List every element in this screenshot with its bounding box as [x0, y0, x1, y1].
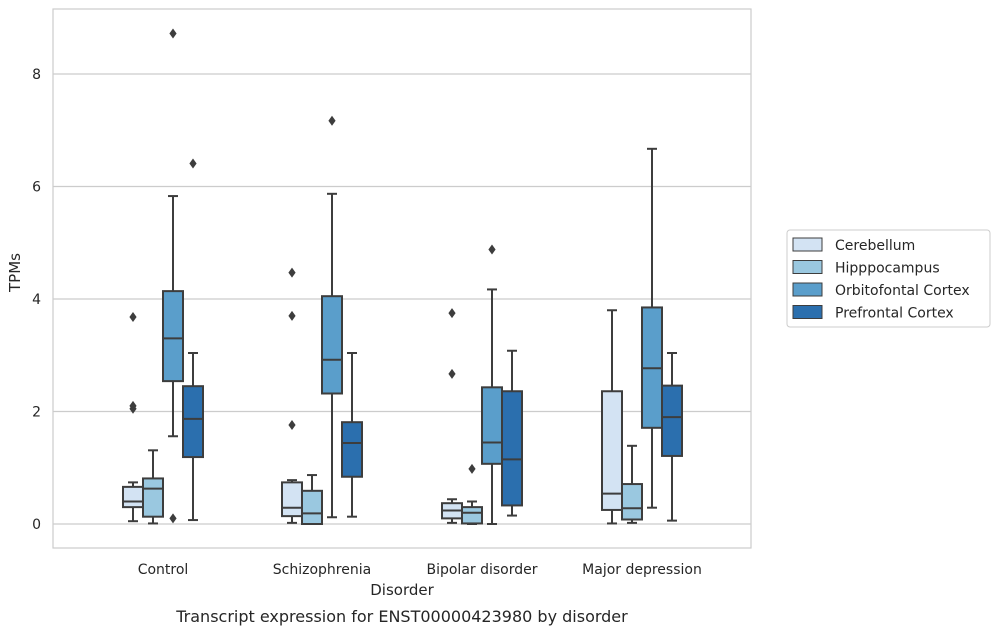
gridlines — [53, 73, 751, 525]
box-iqr — [162, 290, 184, 383]
box-hipppocampus — [301, 474, 323, 525]
y-tick-label: 4 — [32, 292, 41, 308]
outlier-marker — [448, 308, 456, 319]
outlier-marker — [129, 312, 137, 322]
outlier-marker — [169, 28, 177, 39]
outlier-marker — [328, 115, 336, 126]
legend-label: Orbitofontal Cortex — [835, 283, 970, 299]
box-iqr — [461, 506, 483, 525]
box-iqr — [621, 483, 643, 521]
x-tick-label: Control — [138, 562, 189, 578]
x-tick-label: Schizophrenia — [273, 562, 371, 578]
outlier-marker — [288, 420, 296, 430]
y-tick-label: 8 — [32, 67, 41, 83]
box-iqr — [601, 390, 623, 511]
plot-frame — [52, 8, 752, 549]
outlier-marker — [129, 400, 137, 411]
box-orbitofontal-cortex — [162, 28, 184, 524]
box-iqr — [321, 295, 343, 395]
outlier-marker — [189, 158, 197, 169]
box-prefrontal-cortex — [341, 352, 363, 518]
legend-swatch — [792, 237, 823, 252]
x-axis-label: Disorder — [370, 581, 434, 599]
box-iqr — [122, 485, 144, 509]
outlier-marker — [288, 267, 296, 278]
legend-label: Prefrontal Cortex — [835, 306, 954, 322]
box-iqr — [661, 384, 683, 457]
box-iqr — [281, 481, 303, 518]
y-tick-label: 2 — [32, 405, 41, 421]
outlier-marker — [488, 244, 496, 255]
legend-swatch — [792, 260, 823, 274]
legend-label: Hipppocampus — [835, 261, 940, 277]
legend-swatch — [792, 282, 823, 297]
box-iqr — [481, 386, 503, 465]
outlier-marker — [468, 463, 476, 474]
box-hipppocampus — [621, 444, 643, 524]
box-cerebellum — [122, 312, 144, 523]
legend: Cerebellum Hipppocampus Orbitofontal Corte… — [786, 229, 991, 328]
box-iqr — [301, 489, 323, 525]
legend-swatch — [792, 305, 823, 319]
box-iqr — [142, 477, 164, 518]
box-cerebellum — [601, 309, 623, 525]
legend-frame — [786, 229, 991, 328]
outlier-marker — [448, 368, 456, 379]
box-prefrontal-cortex — [501, 349, 523, 517]
box-iqr — [341, 421, 363, 478]
outlier-marker — [169, 513, 177, 524]
y-axis-label: TPMs — [6, 253, 24, 293]
box-hipppocampus — [461, 463, 483, 525]
x-tick-labels: Control Schizophrenia Bipolar disorder Majo… — [138, 562, 702, 578]
y-tick-labels: 0 2 4 6 8 — [32, 67, 41, 533]
box-cerebellum — [441, 308, 463, 524]
chart-caption: Transcript expression for ENST0000042398… — [175, 607, 628, 626]
box-prefrontal-cortex — [661, 352, 683, 522]
x-tick-label: Major depression — [582, 562, 702, 578]
box-orbitofontal-cortex — [321, 115, 343, 519]
box-orbitofontal-cortex — [481, 244, 503, 525]
boxes — [122, 28, 683, 525]
y-tick-label: 6 — [32, 180, 41, 196]
box-prefrontal-cortex — [182, 158, 204, 522]
box-hipppocampus — [142, 449, 164, 525]
y-tick-label: 0 — [32, 517, 41, 533]
legend-label: Cerebellum — [835, 238, 915, 254]
x-tick-label: Bipolar disorder — [426, 562, 537, 578]
box-iqr — [501, 390, 523, 507]
box-iqr — [182, 385, 204, 459]
box-cerebellum — [281, 267, 303, 524]
outlier-marker — [288, 310, 296, 321]
box-orbitofontal-cortex — [641, 147, 663, 509]
